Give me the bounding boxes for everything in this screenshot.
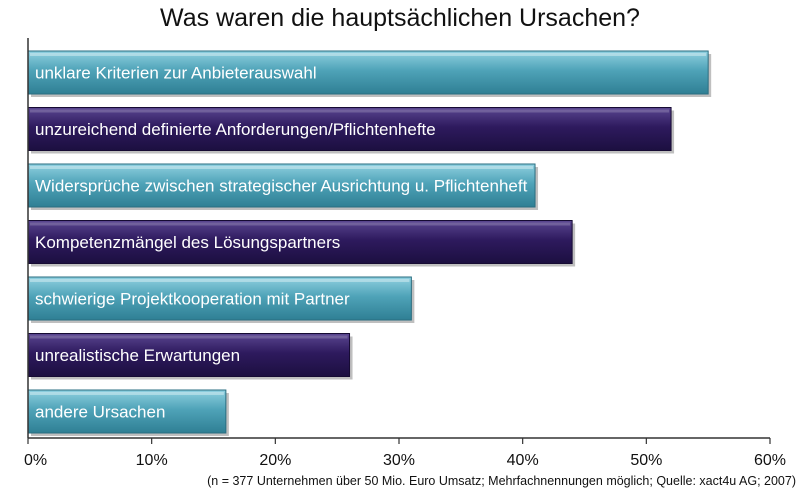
bar-group: unrealistische Erwartungen (27, 333, 353, 380)
bar (27, 50, 709, 95)
bar-label: unrealistische Erwartungen (35, 346, 240, 365)
bars-layer: unklare Kriterien zur Anbieterauswahl unz… (27, 50, 712, 436)
bar (27, 333, 351, 377)
chart-title: Was waren die hauptsächlichen Ursachen? (160, 4, 640, 32)
bar-highlight (30, 166, 534, 169)
bar (27, 389, 227, 434)
x-tick-label: 20% (259, 452, 291, 469)
bar-label: schwierige Projektkooperation mit Partne… (35, 290, 350, 309)
bar-label: unzureichend definierte Anforderungen/Pf… (35, 120, 436, 139)
bar (27, 220, 573, 264)
x-tick-label: 50% (630, 452, 662, 469)
bar-group: unklare Kriterien zur Anbieterauswahl (27, 50, 712, 97)
x-tick-label: 10% (136, 452, 168, 469)
bar-group: andere Ursachen (27, 389, 229, 436)
x-tick-label: 0% (24, 452, 47, 469)
x-tick-label: 40% (507, 452, 539, 469)
bar-label: unklare Kriterien zur Anbieterauswahl (35, 64, 317, 83)
bar (27, 163, 536, 208)
bar-highlight (30, 109, 670, 113)
bar-label: andere Ursachen (35, 403, 165, 422)
bar-label: Kompetenzmängel des Lösungspartners (35, 233, 340, 252)
bar-group: schwierige Projektkooperation mit Partne… (27, 276, 415, 323)
bar-highlight (30, 222, 571, 226)
bar-highlight (30, 335, 348, 339)
bar-group: unzureichend definierte Anforderungen/Pf… (27, 107, 675, 154)
bar-label: Widersprüche zwischen strategischer Ausr… (35, 177, 528, 196)
x-tick-label: 30% (383, 452, 415, 469)
bar (27, 107, 672, 151)
bar-highlight (30, 53, 707, 56)
bar-highlight (30, 392, 224, 395)
x-tick-label: 60% (754, 452, 786, 469)
bar-group: Widersprüche zwischen strategischer Ausr… (27, 163, 539, 210)
bar-highlight (30, 279, 410, 282)
bar (27, 276, 412, 321)
x-axis: 0% 10% 20% 30% 40% 50% 60% (24, 38, 786, 469)
bar-group: Kompetenzmängel des Lösungspartners (27, 220, 576, 267)
chart-footnote: (n = 377 Unternehmen über 50 Mio. Euro U… (207, 474, 796, 488)
